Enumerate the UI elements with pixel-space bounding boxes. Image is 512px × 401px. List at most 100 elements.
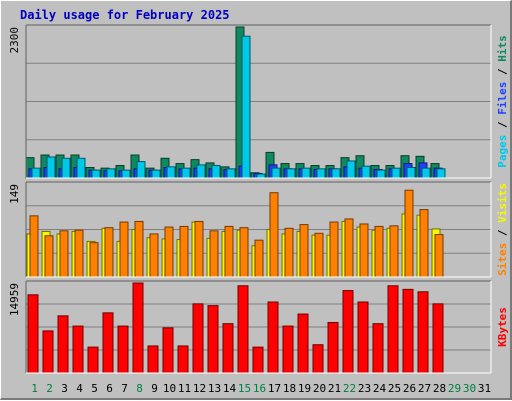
bar-sites-day-24 [374,225,384,278]
bar-kbytes-day-11 [177,345,189,374]
day-label-13: 13 [208,382,221,395]
bar-kbytes-day-13 [207,305,219,374]
bar-pages-day-11 [181,167,191,179]
bar-sites-day-5 [89,242,99,278]
legend-item-hits: Hits [496,35,509,62]
chart-title: Daily usage for February 2025 [20,8,230,22]
bar-kbytes-day-4 [72,325,84,374]
bar-pages-day-26 [406,166,416,179]
legend-item-files: Files [496,82,509,115]
bar-sites-day-9 [149,233,159,278]
bar-sites-day-14 [224,225,234,278]
bar-sites-day-23 [359,223,369,278]
day-label-17: 17 [268,382,281,395]
bar-kbytes-day-15 [237,285,249,374]
bar-sites-day-7 [119,221,129,278]
bar-pages-day-19 [301,167,311,179]
day-label-9: 9 [151,382,158,395]
bar-pages-day-12 [196,164,206,179]
bar-pages-day-21 [331,168,341,179]
bar-sites-day-13 [209,230,219,278]
max-label-middle: 149 [8,184,21,204]
bar-pages-day-18 [286,168,296,179]
bar-sites-day-22 [344,218,354,278]
bar-kbytes-day-21 [327,321,339,374]
day-label-10: 10 [163,382,176,395]
bar-kbytes-day-18 [282,325,294,374]
bar-pages-day-3 [61,157,71,179]
bar-kbytes-day-16 [252,346,264,374]
bar-pages-day-2 [46,156,56,179]
day-label-4: 4 [76,382,83,395]
bar-kbytes-day-17 [267,301,279,374]
day-label-25: 25 [388,382,401,395]
bar-kbytes-day-6 [102,312,114,374]
bar-pages-day-13 [211,165,221,179]
bar-sites-day-27 [419,209,429,278]
max-label-bottom: 14959 [8,283,21,316]
bar-sites-day-25 [389,225,399,278]
day-label-7: 7 [121,382,128,395]
bar-sites-day-21 [329,221,339,278]
day-label-16: 16 [253,382,266,395]
legend-item-visits: Visits [496,183,509,223]
bar-kbytes-day-26 [402,288,414,374]
bar-sites-day-19 [299,224,309,278]
bar-pages-day-17 [271,167,281,179]
day-label-2: 2 [46,382,53,395]
bar-kbytes-day-25 [387,285,399,374]
day-label-11: 11 [178,382,191,395]
bar-sites-day-16 [254,239,264,278]
bar-pages-day-23 [361,165,371,179]
bar-pages-day-8 [136,161,146,179]
day-label-31: 31 [478,382,491,395]
bar-sites-day-11 [179,225,189,278]
bar-kbytes-day-9 [147,345,159,374]
bar-pages-day-7 [121,169,131,179]
day-label-1: 1 [31,382,38,395]
bar-kbytes-day-12 [192,303,204,374]
bar-pages-day-15 [241,35,251,179]
day-label-24: 24 [373,382,387,395]
bar-sites-day-17 [269,192,279,278]
bar-pages-day-4 [76,157,86,179]
bar-sites-day-1 [29,215,39,278]
bar-kbytes-day-8 [132,282,144,374]
bar-pages-day-14 [226,168,236,179]
bar-pages-day-24 [376,169,386,179]
bar-kbytes-day-3 [57,315,69,374]
day-label-12: 12 [193,382,206,395]
day-label-18: 18 [283,382,296,395]
bar-kbytes-day-14 [222,323,234,374]
bar-kbytes-day-19 [297,313,309,374]
day-label-14: 14 [223,382,237,395]
bar-kbytes-day-28 [432,303,444,374]
bar-kbytes-day-27 [417,291,429,374]
bar-sites-day-26 [404,189,414,278]
bar-kbytes-day-23 [357,301,369,374]
bar-kbytes-day-20 [312,344,324,374]
bar-pages-day-9 [151,169,161,179]
legend-item-sites: Sites [496,243,509,276]
day-label-20: 20 [313,382,326,395]
bar-sites-day-10 [164,226,174,278]
day-label-5: 5 [91,382,98,395]
day-label-19: 19 [298,382,311,395]
bar-pages-day-25 [391,167,401,179]
bar-sites-day-18 [284,227,294,278]
legend-separator: / [496,223,509,243]
day-label-21: 21 [328,382,341,395]
bar-kbytes-day-7 [117,325,129,374]
bar-kbytes-day-22 [342,290,354,374]
bar-kbytes-day-5 [87,346,99,374]
bar-sites-day-2 [44,235,54,278]
day-label-27: 27 [418,382,431,395]
legend-separator: / [496,115,509,135]
bar-kbytes-day-1 [27,294,39,374]
bar-pages-day-20 [316,168,326,179]
bar-sites-day-15 [239,227,249,278]
day-label-8: 8 [136,382,143,395]
day-label-23: 23 [358,382,371,395]
